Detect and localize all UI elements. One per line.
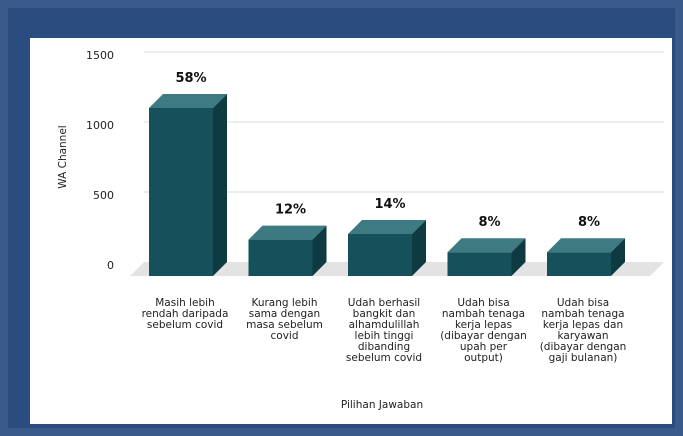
data-label: 58%	[175, 71, 206, 86]
x-tick-label: Udah berhasil bangkit dan alhamdulillah leb…	[346, 297, 422, 364]
x-tick-label-line: upah per	[460, 341, 508, 353]
y-tick-label: 1000	[86, 119, 114, 132]
x-tick-label-line: nambah tenaga	[442, 308, 525, 320]
bar-chart: 0 500 1000 1500 58% Masih lebih rendah daripad…	[57, 49, 664, 411]
x-tick-label-line: rendah daripada	[142, 308, 229, 320]
bar-top	[547, 238, 625, 253]
bar-side	[511, 238, 526, 276]
x-tick-label-line: kerja lepas dan	[543, 319, 623, 331]
bar-top	[348, 220, 426, 234]
x-tick-label-line: sama dengan	[249, 308, 320, 320]
x-axis-title: Pilihan Jawaban	[341, 399, 423, 411]
bar	[149, 108, 213, 276]
y-tick-label: 500	[93, 189, 114, 202]
x-tick-label-line: masa sebelum	[246, 319, 323, 331]
bar	[547, 252, 611, 276]
y-tick-label: 0	[107, 259, 114, 272]
bar-top	[149, 94, 227, 108]
chart-panel: 0 500 1000 1500 58% Masih lebih rendah daripad…	[30, 38, 672, 424]
bar-side	[611, 238, 625, 276]
x-tick-label-line: Udah bisa	[557, 297, 609, 309]
x-tick-label: Kurang lebih sama dengan masa sebelum covid	[246, 297, 323, 342]
y-tick-label: 1500	[86, 49, 114, 62]
data-label: 8%	[578, 215, 600, 230]
bar-side	[412, 220, 426, 276]
x-tick-label-line: covid	[271, 330, 299, 342]
data-label: 12%	[275, 203, 306, 218]
x-tick-label-line: output)	[464, 352, 503, 364]
x-tick-label-line: nambah tenaga	[541, 308, 624, 320]
x-tick-label-line: lebih tinggi	[355, 330, 414, 342]
x-tick-label-line: Udah berhasil	[348, 297, 420, 309]
x-tick-label-line: kerja lepas	[455, 319, 512, 331]
bar-side	[213, 94, 227, 276]
x-tick-label-line: sebelum covid	[346, 352, 422, 364]
x-tick-label: Masih lebih rendah daripada sebelum covid	[142, 297, 229, 331]
bar	[447, 252, 512, 276]
x-tick-label-line: Masih lebih	[155, 297, 215, 309]
y-axis-title: WA Channel	[57, 125, 69, 188]
outer-frame: 0 500 1000 1500 58% Masih lebih rendah daripad…	[8, 8, 675, 428]
bar-top	[248, 225, 327, 240]
x-tick-label-line: Udah bisa	[457, 297, 509, 309]
x-tick-label-line: (dibayar dengan	[540, 341, 627, 353]
bar	[348, 234, 412, 276]
x-tick-label: Udah bisa nambah tenaga kerja lepas dan kar…	[540, 297, 627, 364]
x-tick-label-line: gaji bulanan)	[549, 352, 618, 364]
x-tick-label-line: dibanding	[358, 341, 410, 353]
x-tick-label-line: bangkit dan	[353, 308, 416, 320]
bar	[248, 239, 313, 276]
bar-side	[312, 225, 327, 276]
x-tick-label-line: (dibayar dengan	[440, 330, 527, 342]
x-tick-label: Udah bisa nambah tenaga kerja lepas (dibaya…	[440, 297, 527, 364]
data-label: 14%	[374, 197, 405, 212]
x-tick-label-line: karyawan	[558, 330, 609, 342]
x-tick-label-line: Kurang lebih	[251, 297, 317, 309]
x-tick-label-line: alhamdulillah	[349, 319, 420, 331]
bar-top	[447, 238, 526, 253]
x-tick-label-line: sebelum covid	[147, 319, 223, 331]
data-label: 8%	[478, 215, 500, 230]
